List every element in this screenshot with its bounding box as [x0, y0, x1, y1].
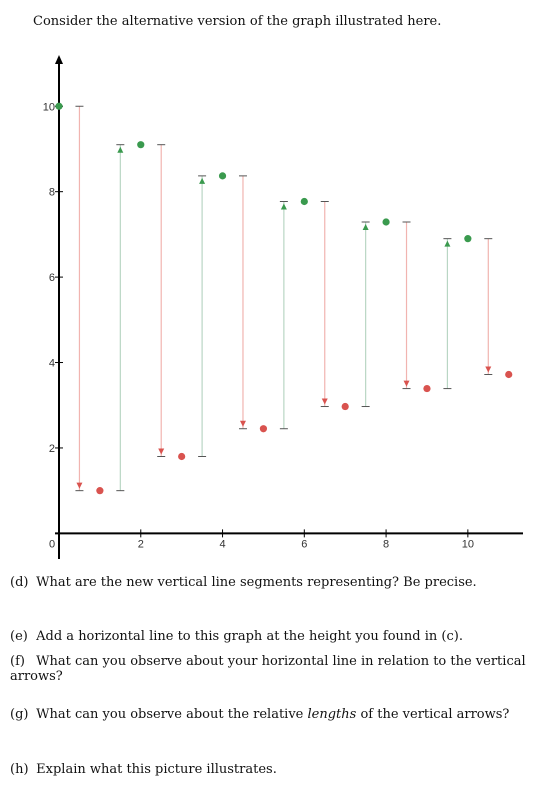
arrowhead	[117, 146, 124, 153]
question-g-text-before: What can you observe about the relative	[36, 707, 308, 722]
arrowhead	[239, 420, 246, 427]
arrow-segment	[484, 238, 493, 375]
green-point	[137, 141, 145, 149]
question-d-label: (d)	[10, 575, 29, 590]
green-point	[382, 218, 390, 226]
y-tick-label: 8	[49, 187, 55, 199]
arrowhead	[362, 224, 369, 231]
arrowhead	[485, 366, 492, 373]
question-f-text: What can you observe about your horizont…	[10, 654, 526, 684]
axes-layer: 2 4 6 8 10 2 4 6 8 10 0	[43, 55, 523, 559]
points-layer	[55, 102, 513, 495]
green-point	[218, 172, 227, 180]
arrow-segment	[198, 175, 207, 457]
arrowhead	[444, 240, 451, 247]
x-tick-label: 6	[301, 538, 307, 550]
question-d-text: What are the new vertical line segments …	[36, 575, 477, 590]
question-f-label: (f)	[10, 654, 25, 669]
arrows-layer	[75, 105, 493, 492]
red-point	[259, 425, 268, 433]
intro-text: Consider the alternative version of the …	[33, 14, 442, 29]
red-point	[505, 370, 513, 379]
red-point	[96, 487, 104, 495]
question-h-label: (h)	[10, 762, 29, 777]
y-tick-label: 4	[49, 358, 55, 370]
arrowhead	[199, 177, 206, 184]
green-point	[464, 235, 472, 243]
arrow-segment	[116, 144, 125, 492]
arrow-segment	[443, 238, 452, 390]
arrow-segment	[320, 201, 329, 408]
arrowhead	[403, 380, 410, 387]
arrow-segment	[402, 221, 411, 390]
question-g-text-after: of the vertical arrows?	[356, 707, 510, 722]
question-g: (g) What can you observe about the relat…	[10, 707, 509, 722]
arrowhead	[158, 448, 165, 455]
arrow-segment	[238, 175, 247, 430]
sequence-chart: 2 4 6 8 10 2 4 6 8 10 0	[43, 55, 523, 559]
arrowhead	[76, 482, 83, 489]
question-d: (d) What are the new vertical line segme…	[10, 575, 477, 590]
x-tick-label: 10	[462, 538, 474, 550]
x-tick-label: 2	[138, 538, 144, 550]
arrow-segment	[75, 105, 84, 492]
arrow-segment	[361, 221, 370, 408]
arrowhead	[280, 203, 287, 210]
arrow-segment	[279, 201, 288, 430]
question-h: (h) Explain what this picture illustrate…	[10, 762, 277, 777]
red-point	[341, 402, 349, 411]
question-g-label: (g)	[10, 707, 29, 722]
x-tick-label: 8	[383, 538, 389, 550]
red-point	[423, 384, 431, 393]
x-tick-label: 4	[219, 538, 225, 550]
arrowhead	[321, 398, 328, 405]
origin-label: 0	[49, 538, 55, 550]
question-g-emphasis: lengths	[307, 707, 357, 722]
arrow-segment	[157, 144, 166, 457]
green-point	[300, 197, 308, 206]
question-h-text: Explain what this picture illustrates.	[36, 762, 277, 777]
question-e-label: (e)	[10, 629, 28, 644]
y-tick-label: 6	[49, 272, 55, 284]
question-e-text: Add a horizontal line to this graph at t…	[36, 629, 463, 644]
question-f: (f) What can you observe about your hori…	[10, 654, 546, 684]
y-axis-arrowhead	[55, 55, 63, 64]
y-tick-label: 10	[43, 101, 55, 113]
red-point	[178, 452, 186, 461]
green-point	[55, 102, 63, 110]
y-tick-label: 2	[49, 443, 55, 455]
question-e: (e) Add a horizontal line to this graph …	[10, 629, 463, 644]
